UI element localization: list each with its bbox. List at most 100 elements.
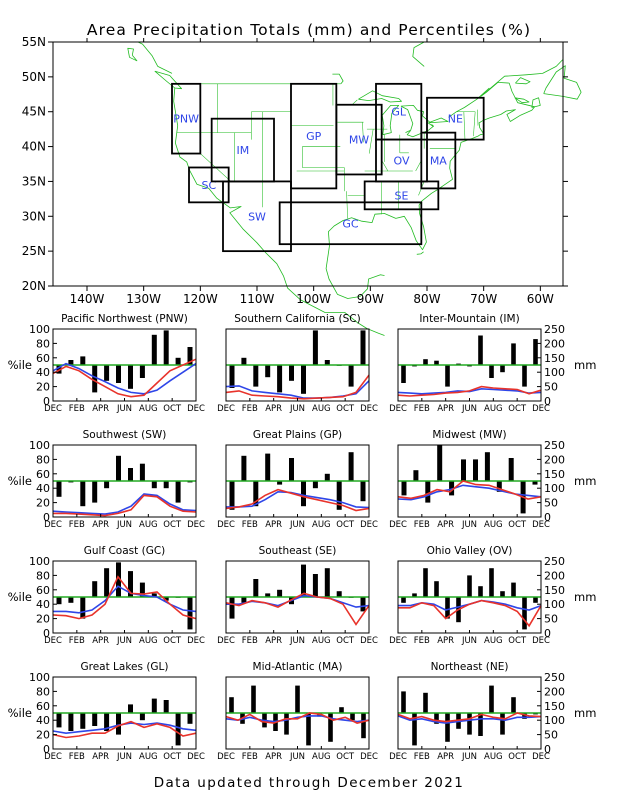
- percentile-bar: [116, 455, 121, 481]
- percentile-bar: [253, 365, 259, 387]
- panel-title: Pacific Northwest (PNW): [61, 313, 188, 325]
- pct-tick-label: 0: [43, 395, 50, 408]
- month-tick-label: DEC: [389, 636, 407, 646]
- state-border: [463, 111, 466, 140]
- coastline-segment: [381, 105, 400, 136]
- pct-tick-label: 40: [36, 714, 50, 727]
- lon-tick-label: 60W: [527, 292, 554, 306]
- percentile-bar: [116, 713, 121, 735]
- mm-tick-label: 100: [544, 714, 565, 727]
- month-tick-label: DEC: [389, 404, 407, 414]
- land-outlines: [127, 41, 582, 336]
- pct-tick-label: 80: [36, 569, 50, 582]
- mm-tick-label: 250: [544, 323, 565, 336]
- coastline-segment: [515, 77, 531, 85]
- pct-tick-label: 20: [36, 497, 50, 510]
- percentile-bar: [496, 481, 502, 492]
- percentile-bar: [80, 481, 86, 507]
- panel-title: Mid-Atlantic (MA): [253, 661, 343, 673]
- month-tick-label: JUN: [289, 520, 305, 530]
- percentile-bar: [467, 713, 472, 735]
- month-tick-label: OCT: [336, 404, 355, 414]
- percentile-bar: [92, 581, 98, 597]
- percentile-bar: [229, 697, 234, 713]
- pct-tick-label: 100: [29, 323, 50, 336]
- region-label: OV: [394, 155, 410, 168]
- mm-axis-label: mm: [574, 474, 596, 488]
- lat-tick-label: 35N: [22, 174, 46, 188]
- pct-tick-label: 80: [36, 685, 50, 698]
- region-label: NE: [448, 113, 463, 126]
- mm-tick-label: 50: [544, 497, 558, 510]
- percentile-bar: [56, 713, 62, 728]
- percentile-bar: [295, 685, 300, 713]
- percentile-bar: [241, 455, 247, 481]
- region-label: SE: [395, 189, 409, 202]
- region-label: SW: [248, 210, 266, 223]
- percentile-bar: [56, 365, 62, 374]
- percentile-bar: [401, 691, 406, 713]
- pct-tick-label: 60: [36, 584, 50, 597]
- month-tick-label: FEB: [69, 520, 85, 530]
- percentile-bars: [229, 452, 366, 510]
- percentile-bar: [445, 597, 450, 619]
- percentile-line: [52, 575, 197, 620]
- month-tick-label: DEC: [389, 752, 407, 762]
- percentile-bar: [175, 357, 181, 365]
- month-tick-label: FEB: [69, 752, 85, 762]
- pct-tick-label: 40: [36, 482, 50, 495]
- percentile-bar: [163, 700, 169, 713]
- percentile-line: [52, 358, 197, 398]
- month-tick-label: APR: [437, 752, 454, 762]
- region-box: [426, 96, 485, 141]
- percentile-bar: [139, 582, 145, 597]
- lat-tick-label: 55N: [22, 35, 46, 49]
- percentile-bar: [241, 357, 247, 365]
- month-tick-label: DEC: [44, 752, 62, 762]
- percentile-bar: [478, 586, 483, 597]
- month-tick-label: OCT: [163, 636, 182, 646]
- mm-tick-label: 250: [544, 555, 565, 568]
- percentile-line: [225, 488, 370, 512]
- month-tick-label: AUG: [312, 404, 331, 414]
- percentile-bar: [229, 365, 235, 388]
- month-tick-label: JUN: [116, 520, 132, 530]
- region-box: [278, 201, 423, 246]
- percentile-bar: [434, 581, 439, 597]
- lon-tick-label: 100W: [296, 292, 331, 306]
- panel-title: Southwest (SW): [83, 429, 167, 441]
- coastline-segment: [137, 41, 173, 74]
- percentile-bars: [229, 330, 366, 394]
- percentile-bar: [104, 713, 110, 731]
- percentile-line: [398, 599, 542, 628]
- percentile-bar: [511, 582, 516, 597]
- panel-ma: Mid-Atlantic (MA) DEC FEB APR JUN AUG OCT DEC: [217, 661, 378, 762]
- month-tick-label: JUN: [461, 520, 477, 530]
- percentile-line: [225, 374, 370, 400]
- month-tick-label: OCT: [163, 520, 182, 530]
- month-tick-label: OCT: [508, 636, 527, 646]
- percentile-bars: [229, 564, 366, 619]
- percentile-bar: [401, 597, 406, 603]
- percentile-bar: [241, 597, 247, 603]
- month-tick-label: AUG: [484, 520, 503, 530]
- lon-tick-label: 140W: [70, 292, 105, 306]
- percentile-bar: [533, 339, 538, 365]
- percentile-bar: [412, 593, 417, 597]
- percentile-bar: [413, 470, 419, 481]
- month-tick-label: DEC: [389, 520, 407, 530]
- pct-tick-label: 60: [36, 700, 50, 713]
- percentile-bar: [360, 330, 366, 365]
- month-tick-label: FEB: [69, 404, 85, 414]
- mm-axis-label: mm: [574, 590, 596, 604]
- lat-tick-label: 45N: [22, 105, 46, 119]
- month-tick-label: JUN: [116, 636, 132, 646]
- month-tick-label: APR: [92, 636, 109, 646]
- month-tick-label: DEC: [217, 752, 235, 762]
- percentile-bar: [423, 359, 428, 365]
- percentile-bar: [312, 574, 318, 597]
- mm-tick-label: 200: [544, 453, 565, 466]
- percentile-bars: [56, 698, 193, 746]
- lat-tick-label: 30N: [22, 209, 46, 223]
